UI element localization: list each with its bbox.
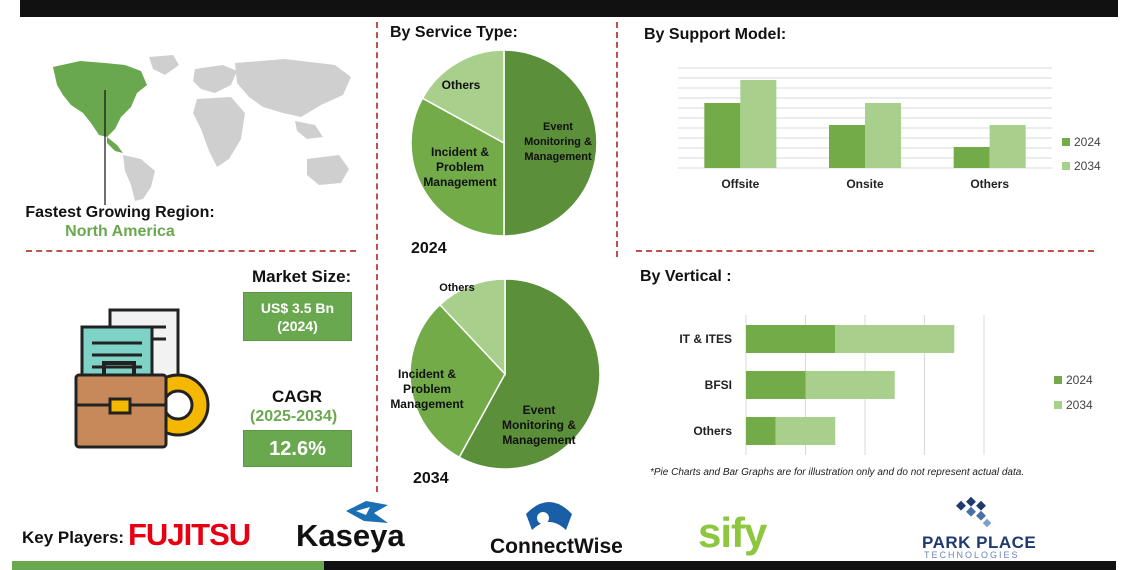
pie-slice xyxy=(410,97,505,237)
market-size-box: US$ 3.5 Bn (2024) xyxy=(243,292,352,341)
north-america-shape xyxy=(53,61,147,137)
y-tick-label: BFSI xyxy=(705,378,732,392)
bar xyxy=(746,417,776,445)
market-size-value: US$ 3.5 Bn xyxy=(260,300,335,316)
bar xyxy=(805,371,895,399)
legend-swatch xyxy=(1062,162,1070,170)
market-size-year: (2024) xyxy=(277,318,318,334)
pie-slice-label: Event Monitoring & Management xyxy=(524,121,592,163)
divider-left xyxy=(376,22,378,492)
bar xyxy=(746,371,806,399)
key-players-label: Key Players: xyxy=(22,528,125,547)
legend-label: 2024 xyxy=(1074,135,1101,149)
park-place-tagline: TECHNOLOGIES xyxy=(924,550,1020,560)
bar xyxy=(835,325,955,353)
pie-chart-2034: Event Monitoring & Management Incident & Pro… xyxy=(390,278,601,470)
bar xyxy=(740,80,777,168)
divider-region xyxy=(26,250,356,252)
park-place-mark-icon xyxy=(956,496,992,528)
pie-2024-year-label: 2024 xyxy=(411,240,447,257)
kaseya-logo: Kaseya xyxy=(296,518,405,553)
pie-slice-label: Event Monitoring & Management xyxy=(502,403,576,447)
y-tick-label: Others xyxy=(693,424,732,438)
park-place-logo: PARK PLACE xyxy=(922,533,1037,552)
footnote: *Pie Charts and Bar Graphs are for illus… xyxy=(650,467,1025,478)
y-tick-label: IT & ITES xyxy=(679,332,732,346)
x-tick-label: Onsite xyxy=(846,177,884,191)
bar xyxy=(865,103,901,168)
legend-label: 2024 xyxy=(1066,373,1093,387)
legend-swatch xyxy=(1054,401,1062,409)
pie-slice xyxy=(409,303,506,459)
bar xyxy=(989,125,1026,168)
market-size-label: Market Size: xyxy=(252,267,352,286)
service-type-title: By Service Type: xyxy=(390,24,518,41)
world-map xyxy=(53,55,351,205)
divider-right xyxy=(616,22,618,257)
legend-swatch xyxy=(1054,376,1062,384)
legend-swatch xyxy=(1062,138,1070,146)
kaseya-mark-icon xyxy=(346,501,388,523)
region-label: Fastest Growing Region: xyxy=(25,204,215,221)
pie-slice xyxy=(421,49,505,145)
support-model-title: By Support Model: xyxy=(644,26,787,43)
region-value: North America xyxy=(65,223,175,240)
bar xyxy=(775,417,836,445)
x-tick-label: Offsite xyxy=(721,177,759,191)
cagr-label: CAGR xyxy=(272,387,323,406)
divider-charts xyxy=(636,250,1094,252)
fujitsu-logo: FUJITSU xyxy=(128,517,251,552)
briefcase-documents-icon xyxy=(74,308,210,449)
pie-slice-label: Others xyxy=(442,78,481,92)
pie-slice xyxy=(438,278,506,376)
legend-label: 2034 xyxy=(1074,159,1101,173)
pie-slice-label: Incident & Problem Management xyxy=(423,145,496,189)
bottom-banner-bar xyxy=(324,561,1116,570)
bar xyxy=(746,325,836,353)
vertical-title: By Vertical : xyxy=(640,268,732,285)
connectwise-mark-icon xyxy=(526,502,572,530)
pie-slice-label: Incident & Problem Management xyxy=(390,367,463,411)
bar xyxy=(953,147,990,168)
pie-slice xyxy=(503,49,598,237)
pie-2034-year-label: 2034 xyxy=(413,470,449,487)
bar xyxy=(829,125,865,168)
pie-chart-2024: Event Monitoring & Management Incident & Pro… xyxy=(410,49,598,237)
pie-slice xyxy=(458,278,601,470)
vertical-bar-chart: IT & ITES BFSI Others 2024 2034 xyxy=(679,315,1093,455)
x-tick-label: Others xyxy=(970,177,1009,191)
cagr-period: (2025-2034) xyxy=(250,408,338,425)
cagr-value: 12.6% xyxy=(243,430,352,467)
pie-slice-label: Others xyxy=(439,282,474,294)
bar xyxy=(704,103,741,168)
support-model-bar-chart: Offsite Onsite Others 2024 2034 xyxy=(678,67,1101,191)
connectwise-logo: ConnectWise xyxy=(490,535,623,558)
bottom-accent-bar xyxy=(12,561,324,570)
top-banner-bar xyxy=(20,0,1118,17)
legend-label: 2034 xyxy=(1066,398,1093,412)
sify-logo: sify xyxy=(698,509,767,556)
